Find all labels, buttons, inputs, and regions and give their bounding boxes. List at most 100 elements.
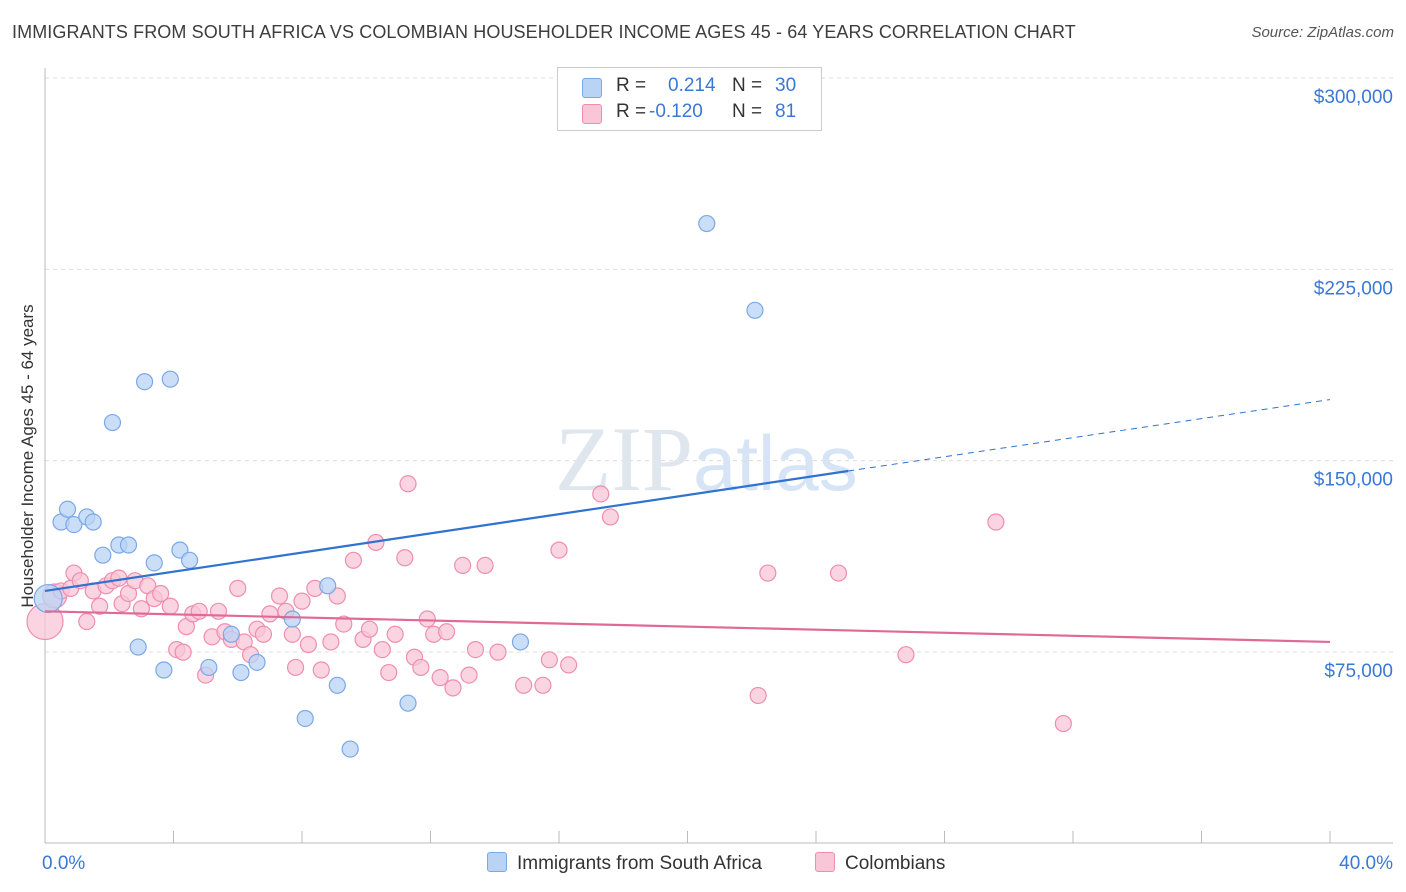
data-point [601,508,620,526]
data-point [261,605,279,623]
data-point [335,615,353,633]
data-point [286,658,305,677]
y-tick-label: $300,000 [1314,87,1393,108]
bottom-legend-label: Immigrants from South Africa [517,853,762,874]
data-point [489,643,507,661]
data-point [534,676,552,694]
data-point [119,536,138,554]
data-point [283,625,301,643]
legend-n-label: N = [732,75,763,96]
gridlines [45,77,1393,653]
watermark-zip: ZIP [555,408,693,510]
legend-n-value: 30 [775,75,797,96]
data-point [515,676,533,694]
data-point [380,663,398,682]
watermark-atlas: atlas [693,419,858,507]
legend-n-label: N = [732,101,763,122]
data-point [560,656,578,674]
data-point [746,301,764,319]
data-point [312,661,330,679]
data-point [161,597,179,615]
data-point [270,587,289,605]
data-point [33,583,63,614]
y-tick-label: $225,000 [1314,278,1393,299]
south-africa-points [33,214,764,758]
data-point [987,513,1005,531]
data-point [328,676,346,694]
data-point [759,564,777,582]
data-point [229,579,247,597]
data-point [78,612,96,631]
data-point [540,651,558,669]
data-point [360,620,379,638]
data-point [129,638,147,656]
trend-line-colombians [44,610,1331,644]
legend-r-label: R = [616,75,647,96]
data-point [84,513,102,531]
watermark: ZIPatlas [555,408,858,510]
data-point [444,679,462,697]
data-point [155,661,173,679]
legend-n-value: 81 [775,101,797,122]
data-point [476,556,494,575]
data-point [232,663,250,682]
trend-line-south-africa [44,469,849,593]
data-point [511,633,530,651]
data-point [248,653,266,671]
data-point [454,556,472,575]
legend-r-value: 0.214 [668,75,716,96]
data-point [299,635,318,654]
data-point [1054,714,1072,733]
y-tick-label: $75,000 [1324,661,1393,682]
data-point [412,658,430,677]
data-point [145,554,163,572]
data-point [437,623,456,641]
data-point [399,694,417,712]
tick-labels: $75,000 $150,000 $225,000 $300,000 0.0% 40.0% [42,87,1393,874]
x-tick-label-max: 40.0% [1339,853,1393,874]
data-point [103,413,122,432]
data-point [65,515,83,534]
data-point [386,625,404,643]
legend-r-value: -0.120 [649,101,703,122]
bottom-legend-swatch-pink [815,852,835,872]
data-point [322,633,340,651]
axes [44,68,1393,844]
data-point [180,551,199,569]
data-point [698,214,716,233]
data-point [135,373,154,391]
bottom-legend-colombians: Colombians [815,852,945,875]
chart-title: IMMIGRANTS FROM SOUTH AFRICA VS COLOMBIA… [12,22,1076,42]
data-point [749,686,767,705]
data-point [91,597,109,615]
data-point [341,740,359,758]
y-tick-label: $150,000 [1314,470,1393,491]
x-tick-label-min: 0.0% [42,853,85,874]
y-axis-label: Householder Income Ages 45 - 64 years [18,304,37,607]
data-point [592,485,610,503]
data-point [283,610,301,628]
data-point [161,370,179,388]
legend: R = 0.214 N = 30 R = -0.120 N = 81 [557,67,822,131]
data-point [897,646,915,664]
data-point [396,549,414,567]
data-point [58,500,77,518]
data-point [466,640,485,659]
source-credit: Source: ZipAtlas.com [1251,24,1394,41]
data-point [190,602,208,620]
data-point [550,541,568,559]
colombians-points [26,475,1072,733]
data-point [829,564,848,582]
data-point [431,669,449,687]
legend-swatch-blue [582,78,602,98]
bottom-legend-label: Colombians [845,853,946,874]
data-point [460,666,478,684]
data-point [94,546,112,564]
trend-lines [44,399,1331,644]
data-point [344,551,362,569]
data-point [254,625,273,643]
data-point [418,610,436,628]
bottom-legend-swatch-blue [487,852,507,872]
data-point [399,475,417,493]
